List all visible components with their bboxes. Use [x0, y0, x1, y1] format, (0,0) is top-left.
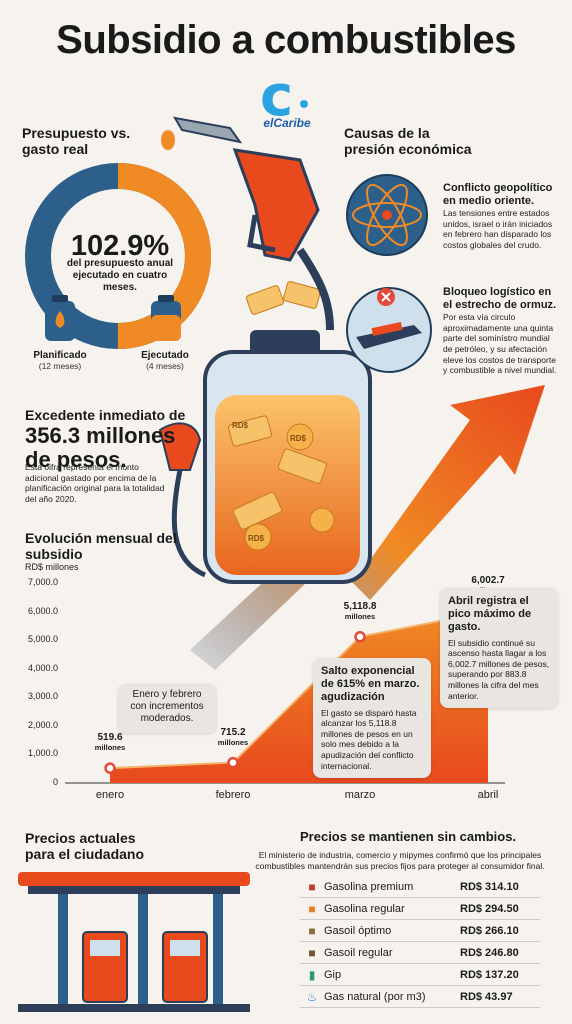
logo: c elCaribe: [256, 64, 318, 132]
budget-heading: Presupuesto vs. gasto real: [22, 125, 131, 158]
price-value: RD$ 246.80: [460, 946, 519, 959]
value-label-number: 519.6: [97, 732, 123, 744]
x-tick-label: abril: [477, 789, 499, 801]
y-tick-label: 4,000.0: [27, 662, 58, 673]
budget-donut: [25, 163, 211, 349]
tanker-ship-icon: [346, 287, 432, 373]
value-label-number: 715.2: [220, 726, 246, 738]
callout-april-desc: El subsidio continué su ascenso hasta ll…: [448, 637, 550, 701]
fuel-can-icon: ■: [308, 923, 316, 938]
causes-heading: Causas de la presión económica: [344, 125, 472, 158]
coin-label: RD$: [232, 421, 249, 430]
price-name: Gip: [324, 968, 342, 981]
callout-jan-feb-text: Enero y febrero con incrementos moderado…: [130, 689, 204, 724]
value-label-unit: millones: [217, 737, 249, 747]
data-point-marzo: [354, 630, 366, 643]
excess-label: Excedente inmediato de: [25, 407, 186, 423]
chart-title: Evolución mensual del subsidio: [25, 530, 177, 563]
callout-jan-feb: Enero y febrero con incrementos moderado…: [118, 684, 216, 733]
y-tick-label: 0: [52, 777, 58, 787]
data-point-enero: [104, 762, 116, 774]
planned-label: Planificado: [33, 350, 87, 361]
trend-arrow: [190, 385, 545, 670]
price-row: ♨ Gas natural (por m3) RD$ 43.97: [300, 986, 540, 1008]
callout-march-desc: El gasto se disparó hasta alcanzar los 5…: [321, 707, 417, 771]
budget-percent-desc: del presupuesto anual ejecutado en cuatr…: [66, 258, 174, 293]
gas-cylinder-icon: ▮: [308, 967, 316, 982]
executed-tank-icon: [151, 295, 181, 341]
prices-heading-left: Precios actuales para el ciudadano: [25, 830, 145, 863]
price-name: Gasoil óptimo: [324, 924, 392, 937]
value-label-number: 6,002.7: [471, 575, 505, 587]
value-label-number: 5,118.8: [343, 600, 377, 612]
fuel-can-icon: ■: [308, 901, 316, 916]
excess-desc: Esta oifra representa el monto adicional…: [25, 462, 165, 504]
value-label-unit: millones: [344, 611, 376, 621]
callout-march: Salto exponencial de 615% en marzo. agud…: [313, 658, 431, 779]
price-value: RD$ 314.10: [460, 880, 519, 893]
x-tick-label: febrero: [215, 789, 251, 801]
y-tick-label: 6,000.0: [27, 605, 58, 616]
flame-icon: ♨: [306, 989, 318, 1004]
price-row: ▮ Gip RD$ 137.20: [300, 964, 540, 986]
price-row: ■ Gasoil óptimo RD$ 266.10: [300, 920, 540, 942]
globe-atom-icon: [346, 174, 428, 256]
x-tick-label: enero: [95, 789, 125, 801]
planned-tank-icon: [45, 295, 75, 341]
budget-percent: 102.9%: [70, 230, 170, 262]
cause-2-desc: Por esta vía circulo aproximadamente una…: [443, 312, 557, 376]
price-value: RD$ 43.97: [460, 990, 513, 1003]
coin-label: RD$: [248, 534, 265, 543]
prices-desc: El ministerio de industria, comercio y m…: [255, 850, 545, 871]
executed-label: Ejecutado: [141, 350, 189, 361]
subsidy-line: [109, 610, 489, 770]
price-name: Gasolina premium: [324, 880, 414, 893]
callout-march-title: Salto exponencial de 615% en marzo. agud…: [321, 665, 420, 704]
price-name: Gasoil regular: [324, 946, 393, 959]
y-tick-label: 5,000.0: [27, 634, 58, 645]
y-tick-label: 1,000.0: [27, 748, 58, 759]
price-row: ■ Gasoil regular RD$ 246.80: [300, 942, 540, 964]
price-row: ■ Gasolina regular RD$ 294.50: [300, 898, 540, 920]
value-label: 5,118.8 millones: [325, 601, 395, 621]
cause-2-title: Bloqueo logístico en el estrecho de ormu…: [443, 286, 557, 312]
y-tick-label: 3,000.0: [27, 691, 58, 702]
value-label: 519.6 millones: [75, 732, 145, 752]
logo-dot: [300, 100, 308, 108]
price-value: RD$ 294.50: [460, 902, 519, 915]
excess-amount: 356.3 millones de pesos.: [25, 423, 176, 473]
y-tick-label: 7,000.0: [27, 577, 58, 587]
page-title: Subsidio a combustibles: [56, 18, 516, 62]
cause-1-title: Conflicto geopolítico en medio oriente.: [443, 182, 553, 208]
value-label-unit: millones: [94, 743, 126, 753]
fuel-can-icon: ■: [308, 879, 316, 894]
fuel-nozzle: [161, 116, 334, 331]
price-row: ■ Gasolina premium RD$ 314.10: [300, 876, 540, 898]
x-tick-label: marzo: [344, 789, 376, 801]
planned-caption: Planificado (12 meses): [25, 350, 95, 371]
value-label: 715.2 millones: [198, 727, 268, 747]
fuel-jar: RD$ RD$ RD$: [203, 330, 372, 584]
cause-1-desc: Las tensiones entre estados unidos, isra…: [443, 208, 553, 250]
logo-letter: c: [260, 64, 294, 129]
y-tick-label: 2,000.0: [27, 719, 58, 730]
price-value: RD$ 137.20: [460, 968, 519, 981]
callout-april-title: Abril registra el pico máximo de gasto.: [448, 595, 532, 634]
executed-sub: (4 meses): [146, 361, 184, 371]
prices-heading-right: Precios se mantienen sin cambios.: [300, 829, 517, 844]
chart-ylabel: RD$ millones: [25, 562, 79, 572]
executed-caption: Ejecutado (4 meses): [130, 350, 200, 371]
price-name: Gasolina regular: [324, 902, 405, 915]
data-point-febrero: [227, 756, 239, 769]
planned-sub: (12 meses): [38, 361, 82, 371]
price-value: RD$ 266.10: [460, 924, 519, 937]
gas-station-icon: [18, 872, 250, 1012]
callout-april: Abril registra el pico máximo de gasto. …: [440, 588, 558, 709]
coin-label: RD$: [290, 434, 307, 443]
fuel-can-icon: ■: [308, 945, 316, 960]
logo-brand: elCaribe: [263, 116, 311, 130]
price-name: Gas natural (por m3): [324, 990, 426, 1003]
